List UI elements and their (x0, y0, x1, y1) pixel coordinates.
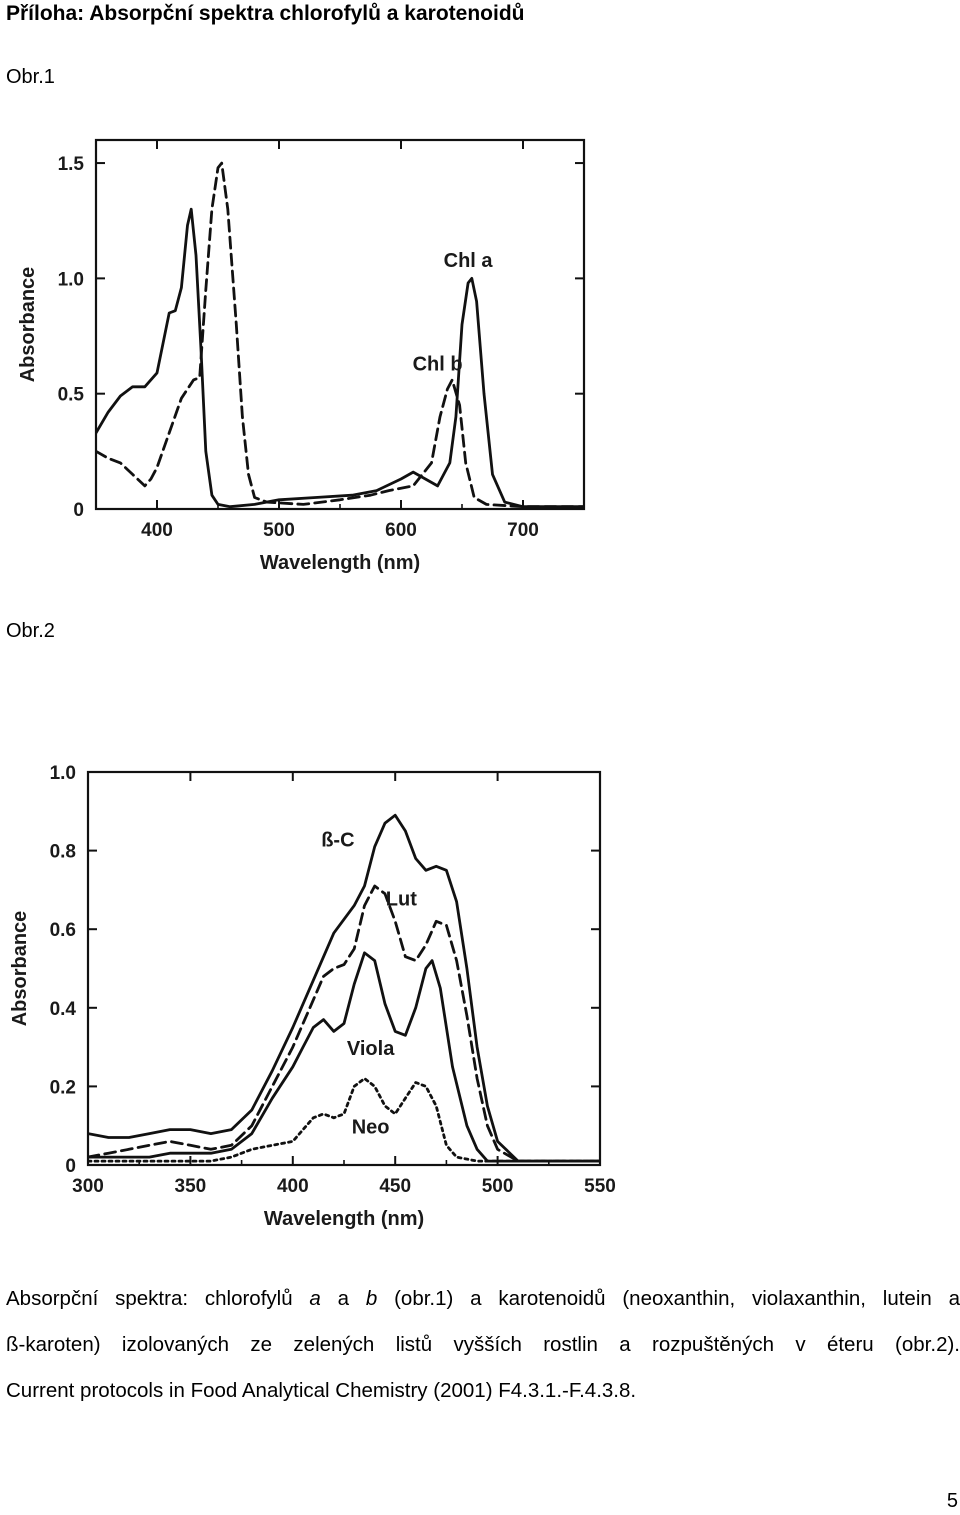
series-line-c (88, 813, 600, 1163)
y-tick-label: 0 (73, 500, 84, 521)
figure-caption: Absorpční spektra: chlorofylů a a b (obr… (6, 1276, 960, 1414)
x-tick-label: 550 (584, 1176, 616, 1197)
plot-frame (94, 138, 586, 511)
caption-text: a (320, 1287, 366, 1310)
page-heading: Příloha: Absorpční spektra chlorofylů a … (6, 2, 525, 25)
y-tick-label: 1.5 (58, 154, 85, 175)
series-label-viola: Viola (347, 1038, 395, 1060)
y-tick-label: 0.4 (50, 999, 77, 1020)
figure-2-label: Obr.2 (6, 620, 55, 642)
series-line-viola (88, 951, 600, 1163)
series-line-neo (88, 1077, 600, 1163)
x-axis-title: Wavelength (nm) (260, 552, 420, 574)
y-tick-label: 0.2 (50, 1077, 76, 1098)
page-number: 5 (946, 1490, 958, 1512)
series-line-lut (88, 884, 600, 1163)
y-tick-label: 0.8 (50, 842, 76, 863)
series-label-c: ß-C (321, 830, 354, 852)
caption-text: (obr.1) a karotenoidů (neoxanthin, viola… (377, 1287, 960, 1310)
y-tick-label: 0.6 (50, 920, 76, 941)
series-label-chl-a: Chl a (444, 250, 494, 272)
caption-italic-b: b (365, 1287, 378, 1310)
carotenoid-spectra-chart: 300 350 400 450 500 550 0 0.2 0.4 0.6 0.8 1.0 Wavele… (9, 763, 616, 1230)
caption-text: Absorpční spektra: chlorofylů (6, 1287, 310, 1310)
series-line-chl-a (96, 207, 584, 509)
x-tick-label: 350 (175, 1176, 207, 1197)
caption-line-2: ß-karoten) izolovaných ze zelených listů… (6, 1333, 960, 1356)
y-axis-title: Absorbance (9, 911, 31, 1027)
y-axis-title: Absorbance (17, 267, 39, 383)
series-line-chl-b (96, 161, 584, 509)
chlorophyll-spectra-chart: 400 500 600 700 0 0.5 1.0 1.5 Wavelength (nm) Abs… (17, 138, 586, 574)
caption-italic-a: a (309, 1287, 321, 1310)
series-label-chl-b: Chl b (413, 354, 463, 376)
figure-1-label: Obr.1 (6, 66, 55, 88)
caption-reference: Current protocols in Food Analytical Che… (6, 1379, 637, 1402)
series-label-lut: Lut (386, 889, 417, 911)
x-tick-label: 600 (385, 520, 417, 541)
y-tick-label: 0.5 (58, 385, 85, 406)
series-label-neo: Neo (352, 1117, 390, 1139)
x-axis-title: Wavelength (nm) (264, 1208, 424, 1230)
x-tick-label: 500 (263, 520, 295, 541)
x-tick-label: 700 (507, 520, 539, 541)
x-tick-label: 400 (141, 520, 173, 541)
y-tick-label: 1.0 (50, 763, 76, 784)
x-tick-label: 300 (72, 1176, 104, 1197)
y-tick-label: 1.0 (58, 269, 84, 290)
x-tick-label: 400 (277, 1176, 309, 1197)
caption-line-1: Absorpční spektra: chlorofylů a a b (obr… (6, 1276, 960, 1322)
x-tick-label: 500 (482, 1176, 514, 1197)
x-tick-label: 450 (379, 1176, 411, 1197)
y-tick-label: 0 (65, 1156, 76, 1177)
